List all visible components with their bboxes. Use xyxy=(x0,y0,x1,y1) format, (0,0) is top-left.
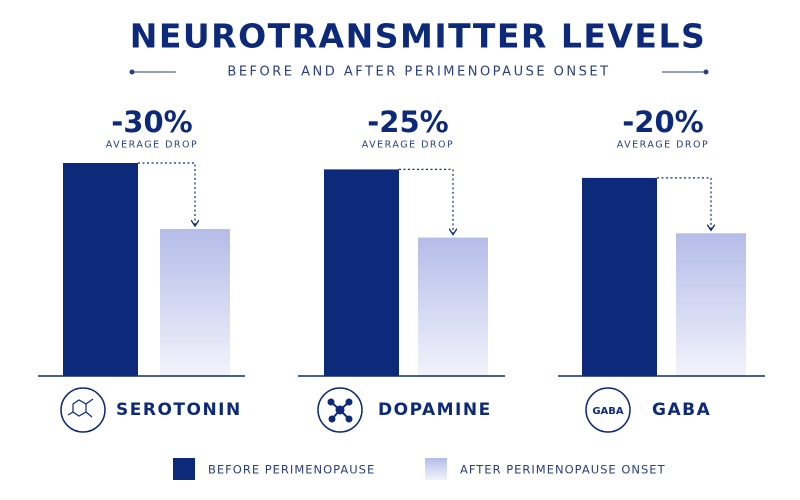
chart-subtitle: BEFORE AND AFTER PERIMENOPAUSE ONSET xyxy=(227,65,610,80)
bar xyxy=(582,177,657,376)
category-label: SEROTONIN xyxy=(116,400,242,420)
drop-caption: AVERAGE DROP xyxy=(106,140,198,151)
legend-label: BEFORE PERIMENOPAUSE xyxy=(208,463,375,477)
icon-molecule xyxy=(67,398,94,418)
drop-arrow xyxy=(657,177,711,230)
category-label: GABA xyxy=(652,400,711,420)
drop-label: -20% xyxy=(622,105,703,139)
drop-arrow xyxy=(138,162,195,226)
bar xyxy=(324,169,399,376)
icon-atom xyxy=(327,398,335,406)
bar xyxy=(160,229,230,376)
drop-caption: AVERAGE DROP xyxy=(362,140,454,151)
legend-label: AFTER PERIMENOPAUSE ONSET xyxy=(460,463,666,477)
icon-atom xyxy=(345,398,353,406)
drop-arrow xyxy=(399,168,453,234)
icon-atom xyxy=(328,415,336,423)
bar xyxy=(418,237,488,376)
icon-atom xyxy=(335,405,345,415)
drop-caption: AVERAGE DROP xyxy=(617,140,709,151)
drop-label: -25% xyxy=(367,105,448,139)
chart-title: NEUROTRANSMITTER LEVELS xyxy=(130,17,707,56)
category-icon xyxy=(585,387,631,433)
legend-swatch xyxy=(425,458,447,480)
bar xyxy=(63,163,138,376)
legend-swatch xyxy=(173,458,195,480)
category-icon xyxy=(60,387,106,433)
icon-atom xyxy=(345,415,353,423)
bar xyxy=(676,233,746,376)
icon-text: GABA xyxy=(592,406,624,417)
subtitle-rule xyxy=(129,69,709,75)
drop-label: -30% xyxy=(111,105,192,139)
category-label: DOPAMINE xyxy=(378,400,492,420)
